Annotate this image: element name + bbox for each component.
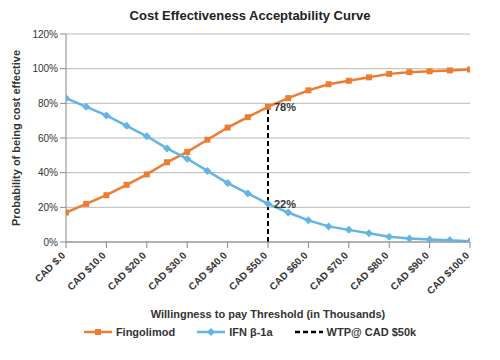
svg-text:78%: 78% (274, 101, 296, 113)
svg-text:60%: 60% (38, 133, 58, 144)
svg-text:CAD $100.0: CAD $100.0 (425, 249, 472, 296)
svg-text:CAD $30.0: CAD $30.0 (146, 249, 189, 292)
svg-text:120%: 120% (32, 29, 58, 40)
svg-text:CAD $80.0: CAD $80.0 (348, 249, 391, 292)
html-text:IFN β-1a: IFN β-1a (229, 326, 273, 338)
svg-text:CAD $10.0: CAD $10.0 (65, 249, 108, 292)
svg-text:CAD $.0: CAD $.0 (33, 249, 68, 284)
svg-text:CAD $50.0: CAD $50.0 (227, 249, 270, 292)
html-text:Fingolimod: Fingolimod (115, 326, 176, 338)
svg-text:CAD $40.0: CAD $40.0 (186, 249, 229, 292)
svg-text:20%: 20% (38, 202, 58, 213)
svg-text:CAD $70.0: CAD $70.0 (307, 249, 350, 292)
svg-text:CAD $20.0: CAD $20.0 (105, 249, 148, 292)
svg-text:40%: 40% (38, 167, 58, 178)
svg-text:0%: 0% (44, 237, 59, 248)
svg-text:80%: 80% (38, 98, 58, 109)
svg-text:CAD $60.0: CAD $60.0 (267, 249, 310, 292)
svg-text:22%: 22% (274, 198, 296, 210)
svg-text:Willingness to pay Threshold (: Willingness to pay Threshold (in Thousan… (151, 308, 386, 320)
html-text:WTP@ CAD $50k: WTP@ CAD $50k (326, 326, 417, 338)
svg-text:100%: 100% (32, 63, 58, 74)
svg-text:CAD $90.0: CAD $90.0 (388, 249, 431, 292)
svg-text:Probability of being cost effe: Probability of being cost effective (10, 50, 22, 226)
html-text:Cost Effectiveness Acceptabili: Cost Effectiveness Acceptability Curve (129, 8, 371, 23)
